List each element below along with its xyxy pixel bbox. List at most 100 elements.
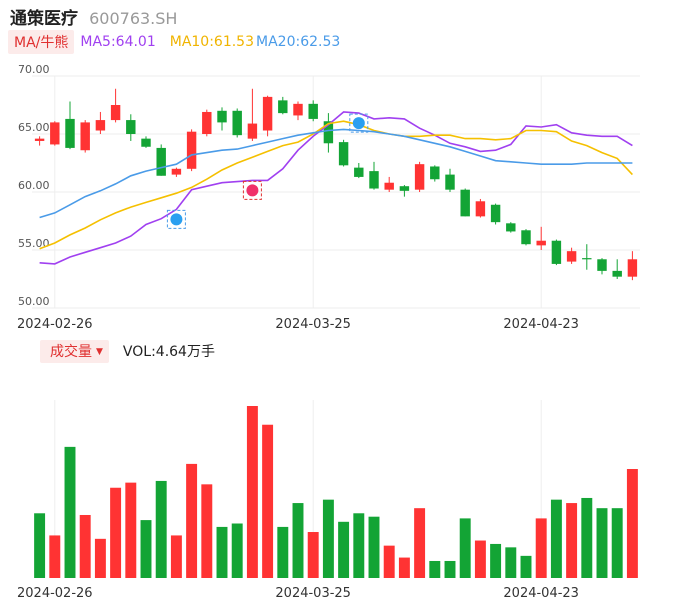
date-tick-label: 2024-02-26 — [17, 317, 93, 332]
price-tick-label: 70.00 — [18, 63, 50, 76]
candle-body — [65, 118, 75, 148]
volume-bar — [414, 508, 426, 578]
candle-body — [369, 171, 379, 189]
candle-body — [506, 223, 516, 232]
candle — [186, 129, 197, 172]
volume-indicator-label: 成交量 — [50, 343, 92, 360]
candle — [369, 161, 379, 190]
candle-body — [126, 120, 136, 134]
candle-body — [110, 105, 121, 121]
candle-body — [262, 96, 273, 131]
candle — [171, 167, 182, 177]
candle-body — [202, 111, 212, 134]
candle — [34, 136, 45, 146]
candle — [110, 88, 121, 123]
volume-bar — [626, 469, 638, 578]
volume-bar — [338, 521, 350, 578]
volume-bar — [368, 516, 380, 578]
marker-frame — [242, 180, 262, 200]
volume-bar — [459, 518, 471, 578]
candle-body — [460, 189, 470, 217]
candle-body — [399, 186, 410, 191]
candle-body — [156, 147, 166, 176]
volume-indicator-button[interactable]: 成交量 ▼ — [40, 339, 109, 363]
volume-bar — [140, 520, 152, 578]
marker-dot — [246, 184, 259, 197]
candle — [551, 239, 562, 266]
candle — [232, 108, 242, 138]
volume-bar — [505, 547, 517, 578]
candle-body — [171, 168, 182, 175]
candle — [506, 222, 516, 233]
candle-body — [490, 204, 501, 223]
candle — [475, 198, 486, 218]
volume-bar — [490, 543, 502, 578]
ma10-line — [39, 120, 633, 250]
volume-bar — [292, 503, 304, 578]
volume-bar — [262, 424, 274, 578]
candle-body — [141, 138, 151, 147]
candle — [627, 251, 638, 281]
volume-bar — [550, 499, 562, 578]
candle — [293, 101, 303, 121]
candle-body — [95, 120, 106, 131]
volume-bar — [307, 532, 319, 578]
candle — [430, 165, 440, 182]
volume-date-tick-label: 2024-02-26 — [17, 586, 93, 601]
volume-bar — [216, 526, 228, 578]
volume-bar — [596, 508, 608, 578]
candle-body — [414, 164, 425, 190]
candle-body — [384, 182, 394, 190]
stock-header: 通策医疗 600763.SH — [10, 4, 178, 29]
candle-body — [217, 110, 227, 123]
date-tick-label: 2024-03-25 — [275, 317, 351, 332]
ma-indicator-button[interactable]: MA/牛熊 — [8, 30, 75, 54]
volume-bar — [398, 557, 410, 578]
volume-bar — [201, 484, 213, 578]
candle-body — [323, 121, 334, 144]
candle-body — [475, 201, 486, 217]
volume-bar — [155, 480, 167, 578]
candle-body — [612, 270, 622, 277]
marker-frame — [166, 209, 186, 229]
candle — [414, 161, 425, 192]
volume-bar — [186, 463, 198, 578]
candle — [445, 168, 455, 192]
caret-down-icon: ▼ — [96, 346, 103, 357]
candle — [384, 176, 394, 192]
date-tick-label: 2024-04-23 — [503, 317, 579, 332]
volume-bar — [611, 508, 623, 578]
volume-bar — [535, 518, 547, 578]
candle — [50, 121, 60, 146]
volume-bar — [94, 538, 106, 578]
volume-bar — [231, 523, 243, 578]
candle-body — [430, 166, 440, 180]
candle-body — [354, 167, 364, 177]
marker-frame — [349, 113, 369, 133]
candle — [247, 88, 258, 141]
candle — [460, 188, 470, 217]
candle-body — [445, 174, 455, 190]
candle — [95, 111, 106, 134]
candle-body — [232, 110, 242, 136]
candle — [354, 163, 364, 179]
volume-bar — [444, 560, 456, 578]
blue-badge-icon — [166, 209, 186, 229]
price-tick-label: 65.00 — [18, 121, 50, 134]
volume-bar — [79, 514, 91, 578]
candle-body — [597, 259, 607, 271]
candle-body — [566, 251, 577, 262]
volume-legend: 成交量 ▼ VOL:4.64万手 — [40, 339, 215, 363]
volume-date-tick-label: 2024-04-23 — [503, 586, 579, 601]
marker-dot — [352, 117, 365, 130]
candle-body — [582, 258, 592, 260]
ma5-legend: MA5:64.01 — [80, 34, 156, 50]
candle — [65, 101, 75, 150]
price-tick-label: 60.00 — [18, 179, 50, 192]
volume-bar — [353, 513, 365, 578]
stock-code: 600763.SH — [89, 9, 178, 28]
candle — [278, 96, 288, 115]
volume-bar — [581, 497, 593, 578]
candle — [597, 258, 607, 275]
